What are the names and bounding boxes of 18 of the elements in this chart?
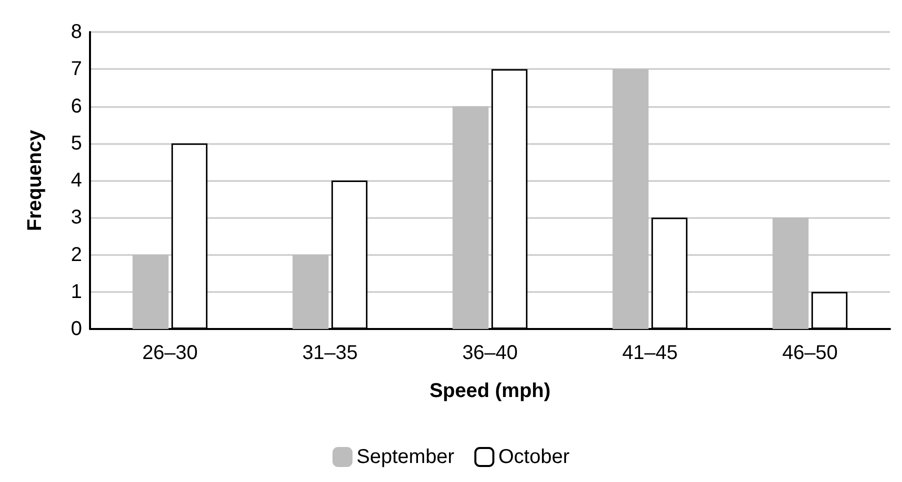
x-tick-label: 26–30 xyxy=(142,342,198,364)
y-tick-label: 0 xyxy=(70,318,82,340)
y-tick-label: 2 xyxy=(70,244,82,266)
y-tick-label: 7 xyxy=(70,58,82,80)
x-tick-label: 41–45 xyxy=(622,342,678,364)
y-tick-label: 6 xyxy=(70,95,82,118)
legend-label: October xyxy=(498,446,570,468)
legend-label: September xyxy=(356,446,455,468)
x-tick-label: 31–35 xyxy=(302,342,358,364)
y-axis-title: Frequency xyxy=(24,129,46,232)
y-tick-label: 3 xyxy=(70,206,82,229)
x-tick-label: 46–50 xyxy=(782,342,838,364)
y-tick-label: 5 xyxy=(70,132,82,154)
y-tick-label: 1 xyxy=(70,280,82,303)
y-tick-label: 4 xyxy=(70,170,82,192)
x-axis-title: Speed (mph) xyxy=(429,380,551,402)
x-tick-label: 36–40 xyxy=(462,342,518,364)
y-tick-label: 8 xyxy=(70,21,82,43)
